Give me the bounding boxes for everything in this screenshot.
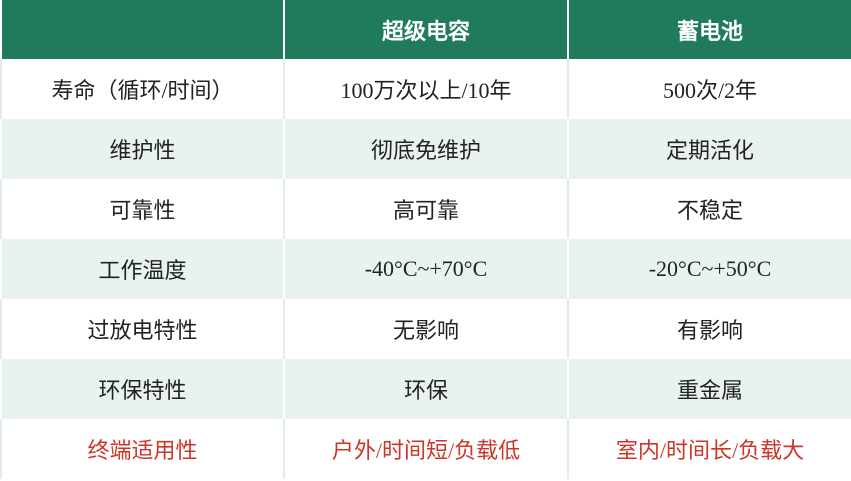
table-cell: -40°C~+70°C [283,239,569,299]
row-label: 过放电特性 [0,299,285,359]
table-cell: 环保 [283,359,569,419]
table-cell: 彻底免维护 [283,119,569,179]
header-corner [0,0,285,59]
header-cell: 超级电容 [283,0,569,59]
table-row: 寿命（循环/时间） 100万次以上/10年 500次/2年 [0,59,851,119]
table-cell: 500次/2年 [567,59,851,119]
table-row: 工作温度 -40°C~+70°C -20°C~+50°C [0,239,851,299]
table-cell: 室内/时间长/负载大 [567,419,851,479]
header-row: 超级电容 蓄电池 [0,0,851,59]
table-cell: 无影响 [283,299,569,359]
table-cell: -20°C~+50°C [567,239,851,299]
table-cell: 100万次以上/10年 [283,59,569,119]
row-label: 环保特性 [0,359,285,419]
header-cell: 蓄电池 [567,0,851,59]
row-label: 维护性 [0,119,285,179]
table-cell: 不稳定 [567,179,851,239]
row-label: 终端适用性 [0,419,285,479]
table-cell: 户外/时间短/负载低 [283,419,569,479]
row-label: 寿命（循环/时间） [0,59,285,119]
table-cell: 定期活化 [567,119,851,179]
table-cell: 高可靠 [283,179,569,239]
table-header: 超级电容 蓄电池 [0,0,851,59]
table-body: 寿命（循环/时间） 100万次以上/10年 500次/2年 维护性 彻底免维护 定期活化可… [0,59,851,479]
row-label: 可靠性 [0,179,285,239]
table-row: 过放电特性 无影响 有影响 [0,299,851,359]
table-cell: 有影响 [567,299,851,359]
table-row: 终端适用性 户外/时间短/负载低 室内/时间长/负载大 [0,419,851,479]
table-row: 可靠性 高可靠 不稳定 [0,179,851,239]
row-label: 工作温度 [0,239,285,299]
table-row: 维护性 彻底免维护 定期活化 [0,119,851,179]
table-row: 环保特性 环保 重金属 [0,359,851,419]
table-cell: 重金属 [567,359,851,419]
